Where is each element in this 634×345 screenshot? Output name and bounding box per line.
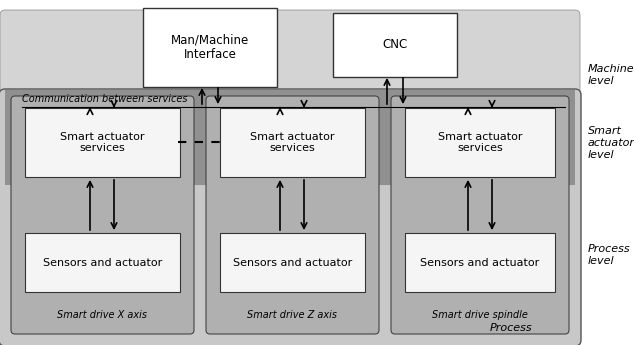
FancyBboxPatch shape (333, 13, 457, 77)
FancyBboxPatch shape (220, 108, 365, 177)
Text: Process: Process (490, 323, 533, 333)
FancyBboxPatch shape (220, 233, 365, 292)
Bar (5, 90, 575, 185)
Text: CNC: CNC (382, 39, 408, 51)
FancyBboxPatch shape (405, 233, 555, 292)
FancyBboxPatch shape (405, 108, 555, 177)
Text: Process
level: Process level (588, 244, 631, 266)
Text: Man/Machine
Interface: Man/Machine Interface (171, 33, 249, 61)
Text: Machine
level: Machine level (588, 64, 634, 86)
FancyBboxPatch shape (0, 10, 580, 155)
FancyBboxPatch shape (391, 96, 569, 334)
Text: Smart actuator
services: Smart actuator services (60, 132, 145, 153)
Text: Communication between services: Communication between services (22, 94, 188, 104)
FancyBboxPatch shape (206, 96, 379, 334)
Text: Sensors and actuator: Sensors and actuator (43, 257, 162, 267)
FancyBboxPatch shape (0, 89, 581, 345)
Text: Smart actuator
services: Smart actuator services (250, 132, 335, 153)
FancyBboxPatch shape (25, 108, 180, 177)
Text: Smart actuator
services: Smart actuator services (437, 132, 522, 153)
Text: Smart drive X axis: Smart drive X axis (57, 310, 147, 320)
Text: Sensors and actuator: Sensors and actuator (420, 257, 540, 267)
Text: Smart drive Z axis: Smart drive Z axis (247, 310, 337, 320)
FancyBboxPatch shape (11, 96, 194, 334)
FancyBboxPatch shape (25, 233, 180, 292)
Text: Smart drive spindle: Smart drive spindle (432, 310, 528, 320)
Text: Sensors and actuator: Sensors and actuator (233, 257, 352, 267)
FancyBboxPatch shape (143, 8, 277, 87)
Text: Smart
actuator
level: Smart actuator level (588, 126, 634, 160)
